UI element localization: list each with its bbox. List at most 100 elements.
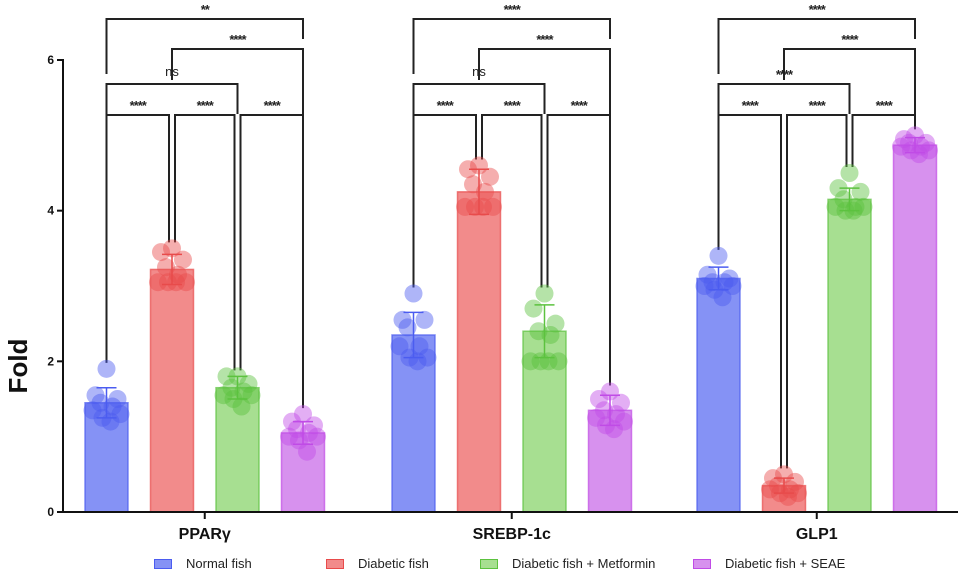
significance-bracket (105, 18, 304, 74)
significance-bracket (239, 114, 304, 409)
significance-bracket (174, 114, 236, 371)
bar-2-0 (215, 386, 260, 513)
legend-label: Normal fish (186, 556, 252, 571)
data-point (917, 133, 935, 152)
data-point (283, 412, 301, 431)
significance-label: **** (536, 32, 554, 47)
data-point (232, 397, 251, 416)
bar-3-2 (892, 144, 938, 513)
data-point (97, 359, 116, 378)
significance-label: **** (504, 98, 522, 113)
data-point (108, 390, 127, 408)
bars (83, 126, 938, 513)
data-point (709, 246, 728, 265)
y-tick-label: 6 (47, 53, 54, 67)
data-point (546, 314, 565, 333)
data-point (829, 179, 848, 198)
data-point (720, 269, 739, 288)
bar-0-1 (391, 334, 436, 513)
legend-label: Diabetic fish + SEAE (725, 556, 846, 571)
significance-label: **** (876, 98, 894, 113)
legend-item: Diabetic fish (326, 556, 429, 571)
significance-bracket (786, 114, 848, 469)
data-point (91, 393, 110, 412)
significance-bracket (717, 83, 851, 114)
legend: Normal fish Diabetic fish Diabetic fish + … (0, 556, 961, 574)
data-point (892, 137, 910, 156)
significance-label: **** (841, 32, 859, 47)
significance-label: **** (809, 98, 827, 113)
significance-label: **** (229, 32, 247, 47)
data-point (906, 126, 924, 145)
data-point (167, 273, 185, 292)
data-point (769, 476, 787, 495)
y-tick-label: 4 (47, 204, 54, 218)
data-point (789, 484, 807, 503)
data-point (174, 250, 192, 269)
data-point (222, 378, 241, 397)
data-point (308, 427, 326, 446)
data-point (713, 288, 732, 307)
data-point (612, 393, 630, 412)
significance-label: **** (504, 2, 522, 17)
data-point (539, 352, 558, 371)
significance-label: ** (201, 2, 211, 17)
data-point (217, 367, 236, 386)
significance-label: **** (571, 98, 589, 113)
data-point (607, 405, 625, 424)
data-point (177, 273, 195, 292)
data-point (415, 310, 434, 329)
data-point (101, 412, 120, 431)
data-point (149, 273, 167, 292)
data-point (779, 487, 797, 506)
legend-item: Diabetic fish + SEAE (693, 556, 845, 571)
data-point (481, 167, 499, 186)
significance-bracket (851, 114, 916, 167)
data-point (920, 141, 938, 160)
data-point (464, 175, 482, 194)
y-tick-label: 2 (47, 354, 54, 368)
data-point (163, 239, 181, 258)
significance-label: **** (264, 98, 282, 113)
significance-bracket (717, 114, 782, 469)
significance-label: **** (776, 67, 794, 82)
significance-bracket (783, 48, 916, 115)
data-point (459, 160, 477, 179)
bar-0-2 (696, 277, 741, 513)
significance-label: **** (437, 98, 455, 113)
data-point (840, 164, 859, 182)
significance-bracket (412, 114, 477, 288)
legend-item: Diabetic fish + Metformin (480, 556, 655, 571)
data-point (895, 130, 913, 149)
data-point (288, 420, 306, 439)
data-point (86, 386, 105, 405)
data-point (595, 401, 613, 420)
data-point (474, 197, 492, 216)
data-point (393, 310, 412, 329)
data-point (280, 427, 298, 446)
data-point (298, 442, 316, 461)
legend-swatch (326, 558, 344, 569)
significance-label: **** (197, 98, 215, 113)
data-point (404, 284, 423, 303)
data-point (912, 137, 930, 156)
significance-label: **** (809, 2, 827, 17)
data-point (605, 420, 623, 439)
significance-bracket (171, 48, 304, 115)
data-point (541, 325, 560, 344)
data-point (152, 243, 170, 262)
y-tick-label: 0 (47, 505, 54, 519)
legend-label: Diabetic fish + Metformin (512, 556, 656, 571)
data-point (157, 258, 175, 277)
data-point (300, 423, 318, 442)
data-point (234, 382, 253, 401)
legend-swatch (154, 558, 172, 569)
legend-swatch (480, 558, 498, 569)
data-point (703, 273, 722, 292)
data-point (698, 265, 717, 284)
data-point (456, 197, 474, 216)
data-point (910, 145, 928, 164)
x-tick-label: PPARγ (179, 526, 231, 543)
legend-swatch (693, 558, 711, 569)
